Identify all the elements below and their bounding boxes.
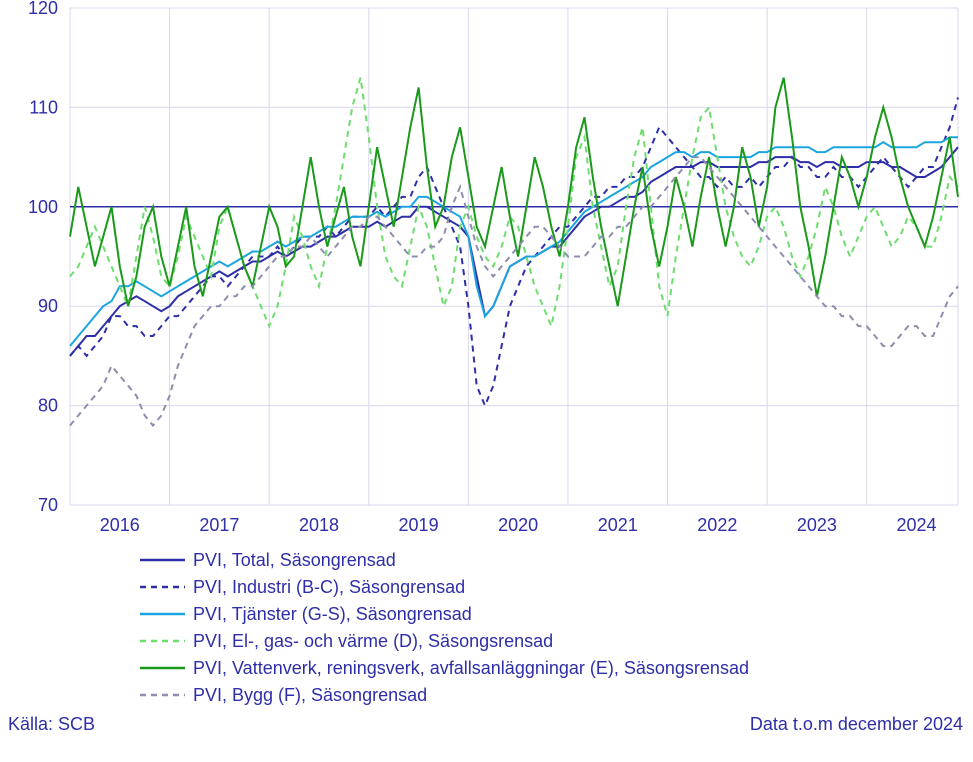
footer-date-note: Data t.o.m december 2024 [750, 714, 963, 734]
legend-label-tjanster: PVI, Tjänster (G-S), Säsongrensad [193, 604, 472, 624]
legend-label-bygg: PVI, Bygg (F), Säsongrensad [193, 685, 427, 705]
legend-label-el_gas: PVI, El-, gas- och värme (D), Säsongsren… [193, 631, 553, 651]
x-tick-label: 2019 [399, 515, 439, 535]
series-el_gas [70, 78, 958, 327]
legend-label-industri: PVI, Industri (B-C), Säsongrensad [193, 577, 465, 597]
y-tick-label: 80 [38, 396, 58, 416]
chart-svg: 70 80 90 100 110 120 2016 2017 2018 2019 2020 2021 2… [0, 0, 973, 762]
x-tick-label: 2018 [299, 515, 339, 535]
y-tick-label: 70 [38, 495, 58, 515]
x-tick-label: 2020 [498, 515, 538, 535]
x-tick-label: 2017 [199, 515, 239, 535]
chart-container: 70 80 90 100 110 120 2016 2017 2018 2019 2020 2021 2… [0, 0, 973, 762]
x-tick-label: 2016 [100, 515, 140, 535]
y-tick-label: 100 [28, 197, 58, 217]
legend-label-total: PVI, Total, Säsongrensad [193, 550, 396, 570]
x-tick-label: 2023 [797, 515, 837, 535]
x-tick-label: 2022 [697, 515, 737, 535]
footer-source: Källa: SCB [8, 714, 95, 734]
x-tick-label: 2021 [598, 515, 638, 535]
y-tick-label: 120 [28, 0, 58, 18]
legend-label-vatten: PVI, Vattenverk, reningsverk, avfallsanl… [193, 658, 749, 678]
y-tick-label: 110 [29, 97, 58, 117]
x-tick-label: 2024 [896, 515, 936, 535]
y-tick-label: 90 [38, 296, 58, 316]
